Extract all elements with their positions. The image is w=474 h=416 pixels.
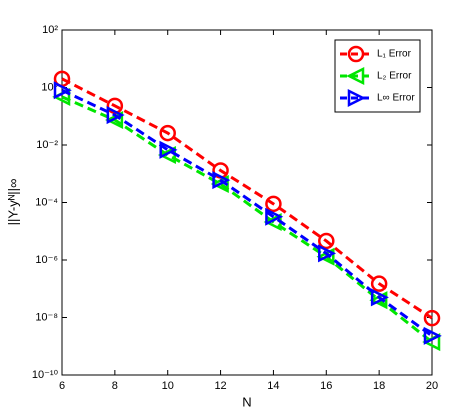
x-tick-label: 8 [112, 380, 118, 392]
marker [318, 232, 335, 250]
legend-label: L∞ Error [377, 93, 415, 104]
y-tick-label: 10⁻² [36, 139, 58, 151]
x-axis-label: N [242, 394, 251, 409]
marker [370, 288, 389, 307]
y-tick-label: 10² [42, 24, 58, 36]
marker [212, 171, 231, 190]
marker [159, 124, 176, 142]
y-tick-label: 10⁻⁴ [35, 196, 58, 208]
x-tick-label: 16 [320, 380, 332, 392]
marker [346, 66, 365, 86]
marker [347, 45, 365, 63]
x-tick-label: 20 [426, 380, 438, 392]
series-line [61, 77, 433, 320]
x-tick-label: 12 [214, 380, 226, 392]
y-tick-label: 10⁻¹⁰ [32, 369, 59, 381]
x-tick-label: 10 [162, 380, 174, 392]
marker [347, 88, 366, 108]
marker [318, 244, 337, 263]
marker [423, 309, 441, 327]
y-tick-label: 10⁻⁸ [35, 311, 58, 323]
legend-label: L₂ Error [377, 71, 412, 82]
x-tick-label: 18 [373, 380, 385, 392]
marker [53, 81, 72, 100]
marker [106, 106, 125, 125]
marker [370, 275, 388, 292]
x-tick-label: 14 [267, 380, 279, 392]
x-tick-label: 6 [59, 380, 65, 392]
marker [265, 207, 284, 226]
y-tick-label: 10⁻⁶ [35, 254, 58, 266]
marker [159, 140, 178, 159]
marker [423, 326, 442, 345]
y-axis-label: ||Y-yᴺ||∞ [5, 179, 20, 226]
series-line [61, 88, 433, 338]
marker [265, 195, 282, 213]
series-line [61, 95, 433, 344]
legend-label: L₁ Error [377, 49, 412, 60]
